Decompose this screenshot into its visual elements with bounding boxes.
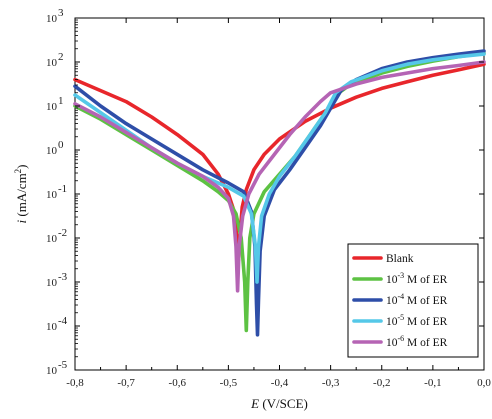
y-tick-label-7: 10: [46, 57, 58, 69]
x-axis-title: E (V/SCE): [250, 396, 308, 411]
y-axis-title-sup: 2: [13, 169, 23, 174]
y-axis-title-symbol: i: [14, 220, 29, 224]
y-tick-label-exp-4: -1: [58, 183, 67, 195]
legend: Blank 10-3 M of ER 10-4 M of ER 10-5 M of E…: [347, 243, 479, 358]
x-tick-label-7: -0,1: [424, 377, 441, 389]
y-tick-label-0: 10: [46, 365, 58, 377]
x-tick-label-8: 0,0: [477, 377, 491, 389]
legend-label-er3: 10-3 M of ER: [386, 271, 448, 286]
x-tick-label-5: -0,3: [322, 377, 340, 389]
series-layer: [73, 49, 486, 337]
y-tick-label-exp-0: -5: [58, 359, 68, 371]
x-tick-label-3: -0,5: [220, 377, 238, 389]
y-tick-label-3: 10: [46, 233, 58, 245]
y-tick-label-4: 10: [46, 189, 58, 201]
legend-label-er5: 10-5 M of ER: [386, 313, 448, 328]
legend-label-blank: Blank: [386, 253, 414, 265]
y-tick-label-exp-3: -2: [58, 227, 67, 239]
y-tick-label-exp-8: 3: [58, 7, 64, 19]
plot-area: -0,8 -0,7 -0,6 -0,5 -0,4 -0,3 -0,2 -0,1 0,0 10 -5…: [46, 7, 491, 389]
x-tick-label-6: -0,2: [373, 377, 390, 389]
series-line-er6: [73, 60, 486, 293]
y-axis-title: i (mA/cm2): [13, 164, 29, 223]
y-tick-label-5: 10: [46, 145, 58, 157]
y-tick-label-exp-7: 2: [58, 51, 64, 63]
y-tick-label-2: 10: [46, 277, 58, 289]
x-axis: -0,8 -0,7 -0,6 -0,5 -0,4 -0,3 -0,2 -0,1 0,0: [66, 18, 491, 389]
y-tick-label-exp-1: -4: [58, 315, 68, 327]
series-line-blank: [73, 62, 486, 262]
x-axis-title-unit: (V/SCE): [259, 396, 308, 411]
y-tick-label-exp-2: -3: [58, 271, 68, 283]
series-line-er3: [73, 51, 486, 333]
y-tick-label-exp-6: 1: [58, 95, 64, 107]
x-tick-label-1: -0,7: [117, 377, 135, 389]
y-tick-label-8: 10: [46, 13, 58, 25]
x-axis-title-symbol: E: [250, 396, 259, 411]
y-axis-title-close: ): [14, 164, 29, 168]
y-tick-label-6: 10: [46, 101, 58, 113]
x-tick-label-0: -0,8: [66, 377, 84, 389]
y-tick-label-1: 10: [46, 321, 58, 333]
x-tick-label-4: -0,4: [271, 377, 289, 389]
x-tick-label-2: -0,6: [169, 377, 187, 389]
y-axis-title-unit: (mA/cm: [14, 173, 29, 220]
legend-label-er6: 10-6 M of ER: [386, 334, 448, 349]
y-tick-label-exp-5: 0: [58, 139, 64, 151]
legend-label-er4: 10-4 M of ER: [386, 292, 448, 307]
